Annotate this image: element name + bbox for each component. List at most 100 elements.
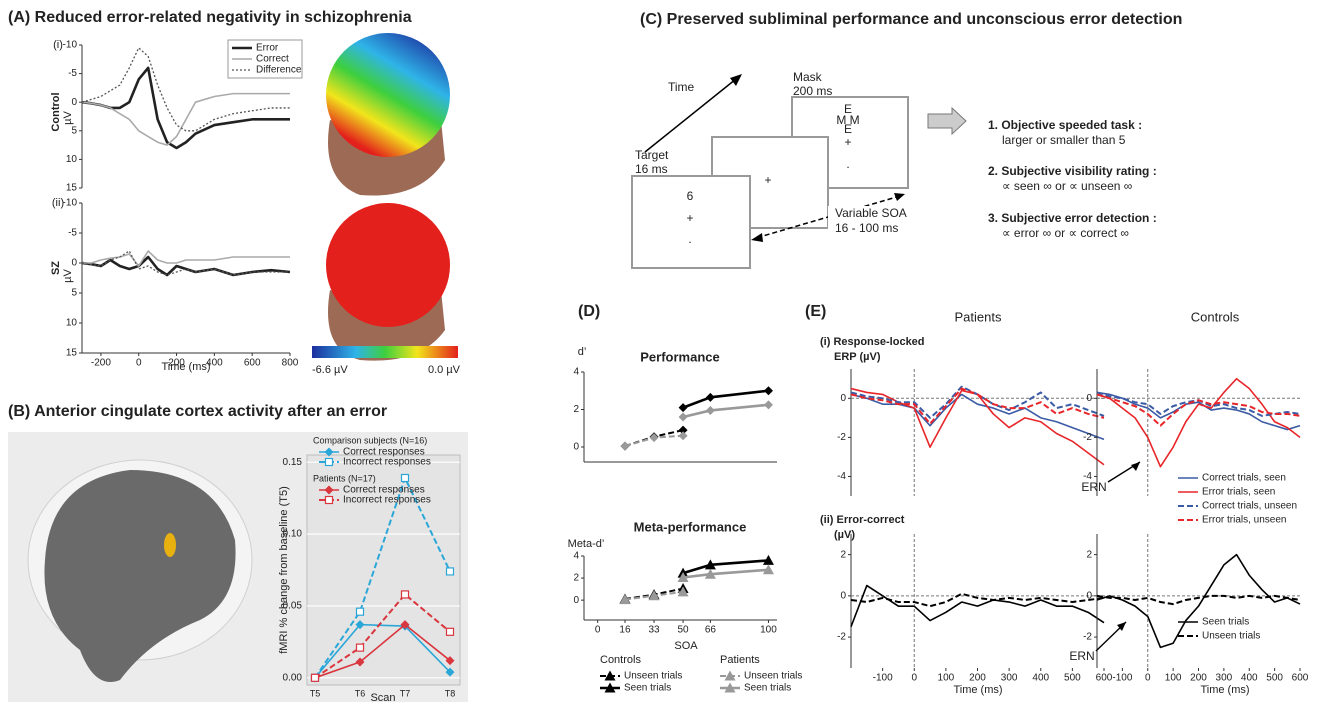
x-tick-label: 66 xyxy=(705,625,717,636)
marker xyxy=(355,657,365,667)
soa-label-bg xyxy=(828,206,918,236)
marker xyxy=(400,473,410,483)
task-detail: ∝ seen ∞ or ∝ unseen ∞ xyxy=(1002,179,1132,193)
series-line xyxy=(682,568,769,579)
y-tick-label: 0 xyxy=(71,97,77,108)
screen-symbol: 6 xyxy=(687,189,694,203)
legend-label: Seen trials xyxy=(624,683,671,694)
y-tick-label: 0.05 xyxy=(283,601,303,612)
mask-screen xyxy=(791,96,909,189)
ylabel: µV xyxy=(62,269,74,283)
y-tick-label: 10 xyxy=(66,318,78,329)
marker xyxy=(763,386,773,396)
chart: -4 -2 0 Controls ERN Correct trials, seen Erro… xyxy=(1081,309,1301,526)
legend-label: Correct trials, seen xyxy=(1202,473,1286,484)
series-line xyxy=(314,477,451,679)
y-tick-label: 0 xyxy=(1086,590,1092,601)
legend-marker xyxy=(324,485,334,495)
y-tick-label: 0 xyxy=(573,442,579,453)
series-line xyxy=(1096,391,1301,431)
arrow-head xyxy=(894,193,905,201)
target-screen xyxy=(631,175,751,269)
x-tick-label: 500 xyxy=(1064,673,1081,684)
series-line xyxy=(81,66,290,150)
screen-symbol: M M xyxy=(836,113,859,127)
x-tick-label: 500 xyxy=(1266,673,1283,684)
legend-label: Seen trials xyxy=(744,683,791,694)
y-tick-label: 5 xyxy=(71,125,77,136)
x-tick-label: 100 xyxy=(938,673,955,684)
series-line xyxy=(81,47,290,132)
y-tick-label: 15 xyxy=(66,348,78,359)
legend-marker xyxy=(724,670,736,681)
row-label: (i) Response-locked xyxy=(820,336,925,348)
screen-symbol: E xyxy=(844,122,852,136)
xlabel: Time (ms) xyxy=(161,361,210,373)
y-tick-label: 2 xyxy=(840,549,846,560)
title: Controls xyxy=(1191,309,1240,324)
big-arrow xyxy=(927,106,967,136)
y-tick-label: 0 xyxy=(840,590,846,601)
x-tick-label: 100 xyxy=(760,625,777,636)
legend-label: Correct trials, unseen xyxy=(1202,501,1297,512)
screen-symbol: + xyxy=(686,211,693,225)
legend-label: Difference xyxy=(256,65,302,76)
x-tick-label: 600 xyxy=(244,358,261,369)
task-title: 1. Objective speeded task : xyxy=(988,118,1142,132)
legend-group: Patients xyxy=(720,654,760,666)
marker xyxy=(445,667,455,677)
legend-label: Error xyxy=(256,43,279,54)
legend-marker xyxy=(324,447,334,457)
target-duration: 16 ms xyxy=(635,162,668,176)
chart: -10 -5 0 5 10 15 (i) Control µV ErrorCorrectDiffe… xyxy=(50,39,303,194)
legend-marker xyxy=(724,682,736,693)
x-tick-label: T7 xyxy=(400,688,411,698)
chart: 0.00 0.05 0.10 0.15 T5 T6 T7 T8 fMRI % change fr… xyxy=(278,435,461,704)
y-tick-label: 0 xyxy=(573,595,579,606)
x-tick-label: 300 xyxy=(1001,673,1018,684)
marker xyxy=(705,405,715,415)
marker xyxy=(445,627,455,636)
legend-marker xyxy=(604,670,616,681)
annotation: ERN xyxy=(1069,649,1094,663)
screen-symbol: + xyxy=(844,135,851,149)
x-tick-label: 200 xyxy=(1190,673,1207,684)
series-line xyxy=(850,387,1105,425)
y-tick-label: -10 xyxy=(63,198,78,209)
panel-title: (B) Anterior cingulate cortex activity a… xyxy=(8,403,387,420)
y-tick-label: -2 xyxy=(837,632,846,643)
plot-area xyxy=(306,454,461,686)
title: Performance xyxy=(640,349,719,364)
chart: -4 -2 0 Patients (i) Response-locked ERP (µV) xyxy=(820,309,1105,496)
soa-range: 16 - 100 ms xyxy=(835,221,898,235)
series-line xyxy=(314,623,451,679)
x-tick-label: 600 xyxy=(1096,673,1113,684)
y-tick-label: -4 xyxy=(837,471,846,482)
legend-group: Comparison subjects (N=16) xyxy=(313,435,427,445)
marker xyxy=(400,590,410,599)
panel-title: (C) Preserved subliminal performance and… xyxy=(640,11,1182,28)
x-tick-label: 0 xyxy=(911,673,917,684)
legend-group: Patients (N=17) xyxy=(313,473,376,483)
ylabel: fMRI % change from baseline (T5) xyxy=(278,486,290,654)
x-tick-label: 400 xyxy=(1241,673,1258,684)
marker xyxy=(762,554,774,565)
x-tick-label: 16 xyxy=(619,625,631,636)
marker xyxy=(310,673,320,682)
chart: 0 2 4 Performance d’ xyxy=(573,346,777,463)
row-label: Control xyxy=(50,92,62,131)
legend-label: Incorrect responses xyxy=(343,457,431,468)
brain-image xyxy=(27,459,253,682)
marker xyxy=(678,425,688,435)
head-control xyxy=(326,33,450,196)
y-tick-label: -5 xyxy=(68,228,77,239)
x-tick-label: 400 xyxy=(206,358,223,369)
legend-label: Error trials, seen xyxy=(1202,487,1275,498)
legend-marker xyxy=(324,457,334,467)
time-arrow xyxy=(644,78,737,153)
colorbar-label: 0.0 µV xyxy=(428,364,461,376)
x-tick-label: 50 xyxy=(677,625,689,636)
y-tick-label: 0.10 xyxy=(283,529,303,540)
panel-label: (ii) xyxy=(52,197,64,209)
